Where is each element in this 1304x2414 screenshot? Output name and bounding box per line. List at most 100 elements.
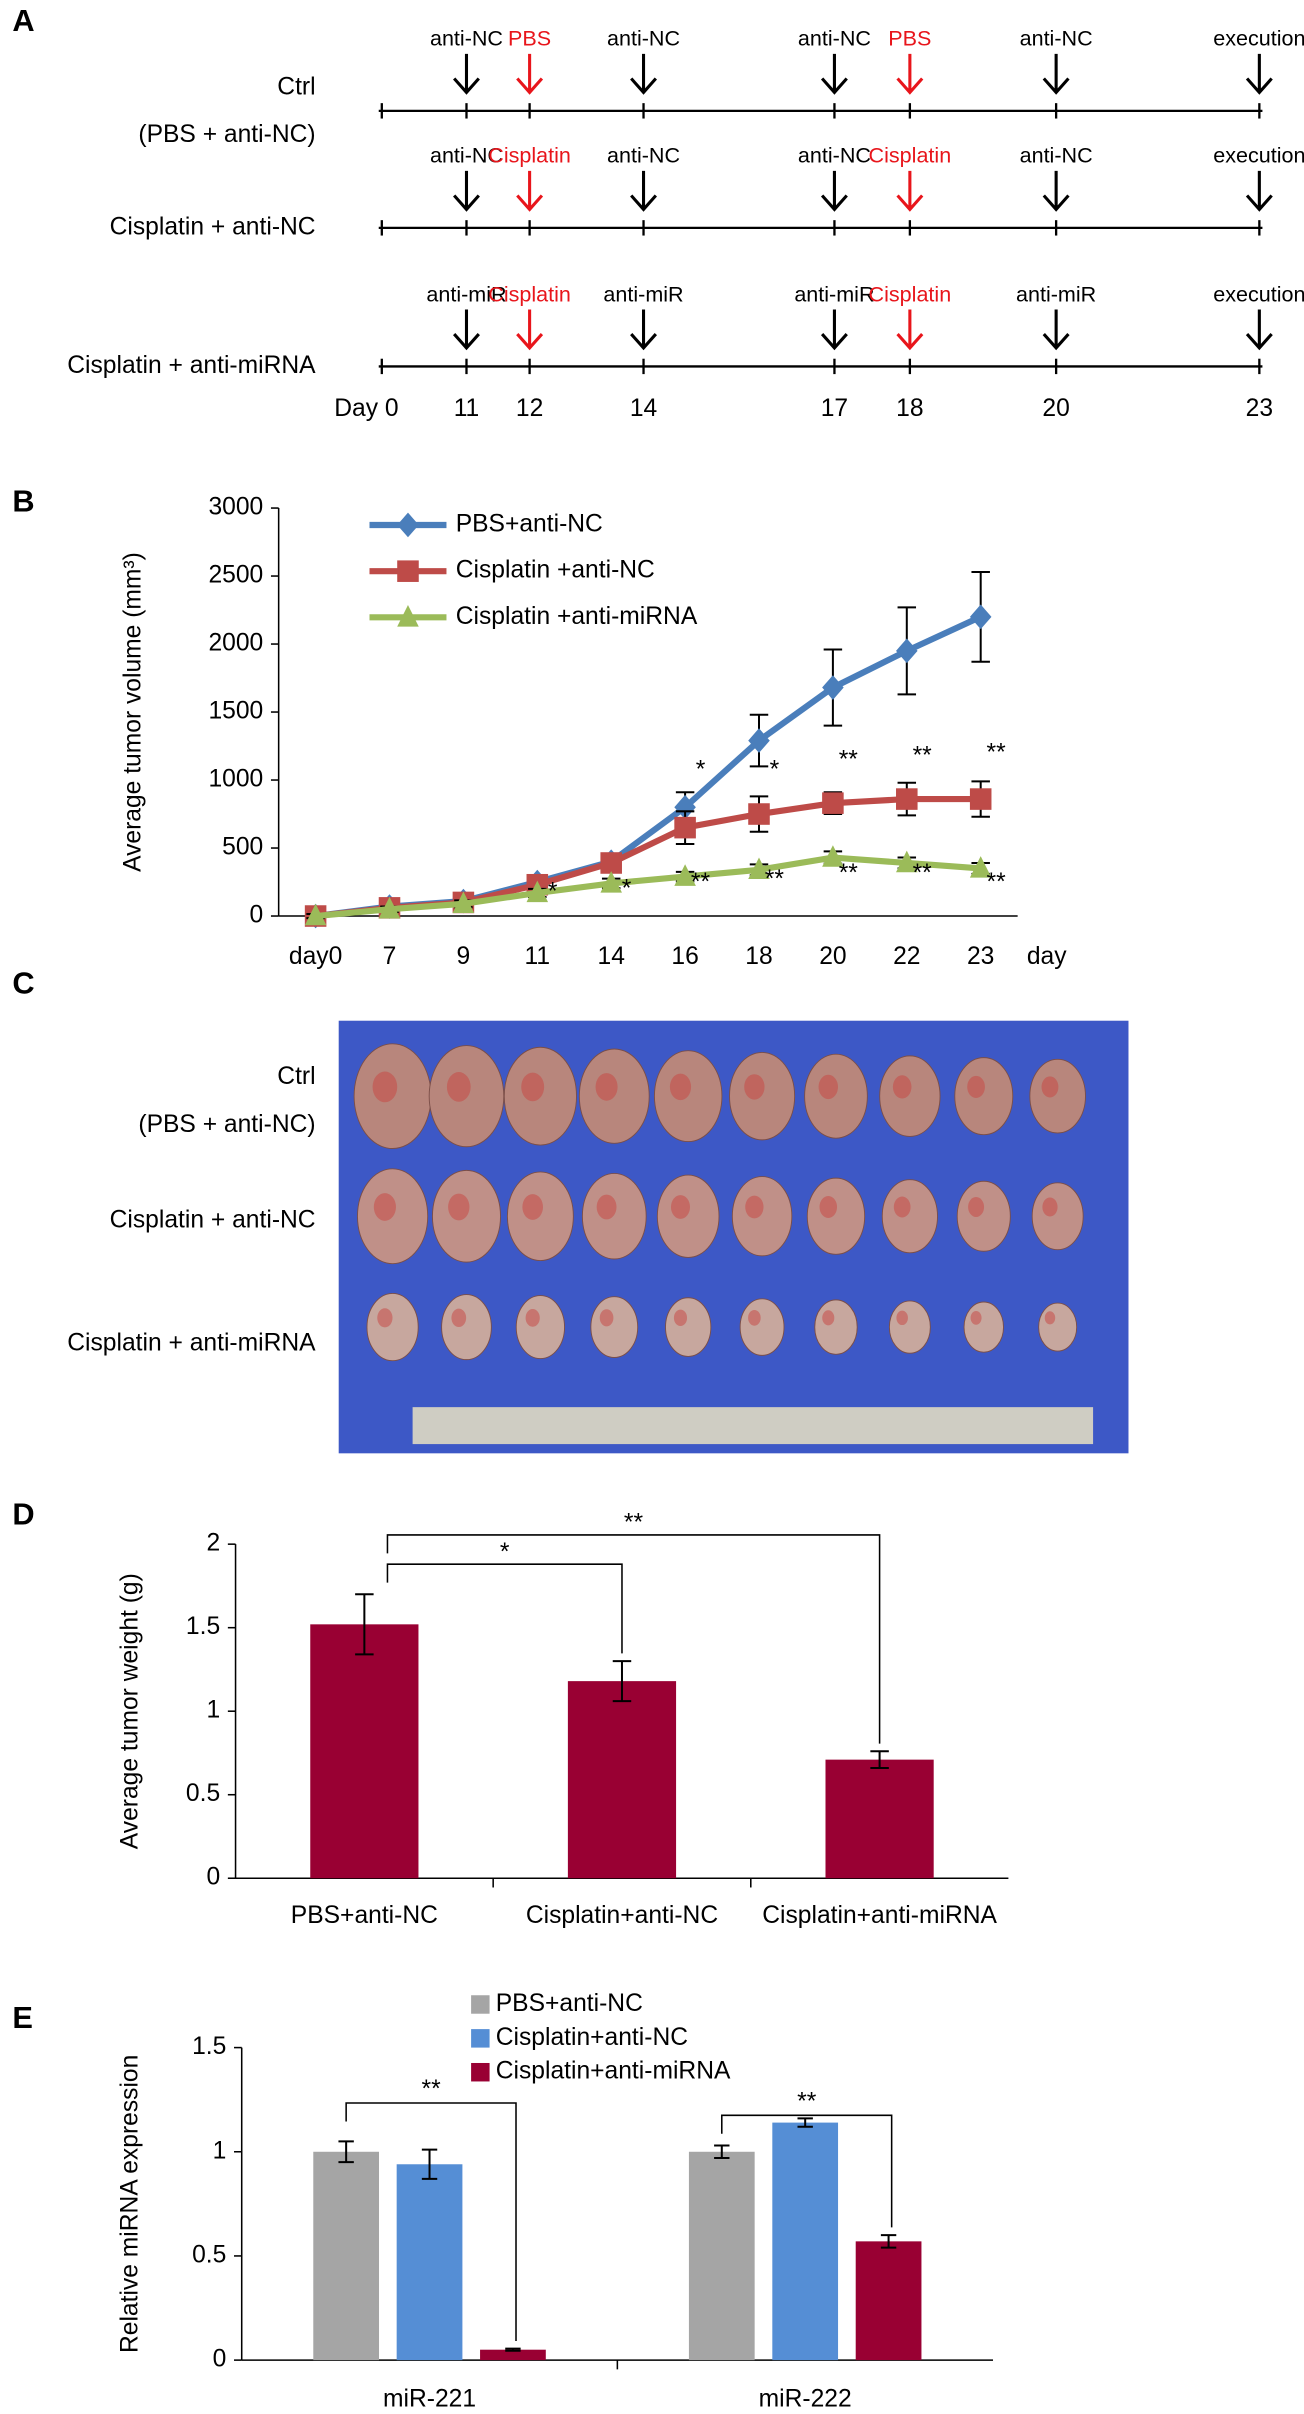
tumor — [888, 1300, 931, 1354]
marker — [748, 803, 770, 825]
panel-label: D — [12, 1497, 34, 1532]
y-tick-label: 0 — [250, 902, 264, 929]
marker — [748, 728, 770, 753]
x-tick-label: 7 — [383, 943, 397, 970]
y-tick-label: 1000 — [208, 766, 263, 793]
annotation: * — [622, 876, 632, 903]
significance-label: ** — [797, 2089, 817, 2116]
x-tick-label: 18 — [745, 943, 772, 970]
day-label: 14 — [630, 395, 657, 422]
panel-label: C — [12, 965, 34, 1000]
x-tick-label: 20 — [819, 943, 846, 970]
event-label: PBS — [508, 26, 551, 51]
marker — [600, 871, 622, 893]
x-tick-label: PBS+anti-NC — [291, 1902, 438, 1929]
event-label: anti-NC — [798, 26, 871, 51]
marker — [969, 788, 992, 810]
series-line — [315, 854, 981, 920]
day-label: 23 — [1246, 395, 1273, 422]
tumor — [729, 1051, 796, 1141]
tumor-spot — [893, 1196, 911, 1218]
significance-bracket — [386, 1534, 881, 1744]
tumor — [731, 1176, 793, 1257]
tumor — [954, 1057, 1014, 1136]
y-tick-label: 0.5 — [192, 2241, 226, 2268]
event-arrow — [820, 53, 848, 95]
event-arrow — [1042, 53, 1070, 95]
legend-swatch — [471, 1995, 490, 2014]
x-tick-label: miR-222 — [759, 2386, 852, 2413]
day-label: 17 — [821, 395, 848, 422]
annotation: ** — [765, 866, 785, 893]
significance-label: ** — [421, 2076, 441, 2103]
legend-swatch — [471, 2062, 490, 2082]
panel-label: B — [12, 484, 34, 519]
tumor-spot — [373, 1193, 396, 1221]
annotation: ** — [987, 869, 1007, 896]
tumor-spot — [822, 1310, 835, 1326]
event-label: anti-NC — [607, 26, 680, 51]
tumor — [581, 1173, 647, 1260]
bar — [825, 1759, 934, 1879]
event-label: anti-NC — [607, 143, 680, 168]
marker — [896, 850, 918, 873]
y-axis-label: Average tumor weight (g) — [116, 1573, 143, 1849]
significance-label: ** — [624, 1510, 644, 1537]
photo-row-label: (PBS + anti-NC) — [138, 1111, 315, 1138]
y-tick-label: 1 — [213, 2137, 227, 2164]
y-tick-label: 0 — [213, 2346, 227, 2373]
event-label: anti-NC — [1020, 143, 1093, 168]
photo-row-label: Cisplatin + anti-NC — [110, 1206, 316, 1233]
y-tick-label: 2000 — [208, 630, 263, 657]
event-arrow — [896, 170, 924, 212]
panel-label: A — [12, 3, 34, 38]
marker — [822, 792, 844, 814]
event-arrow — [516, 170, 544, 212]
tumor-spot — [595, 1073, 618, 1101]
error-bar — [421, 2148, 438, 2180]
significance-bracket — [345, 2102, 517, 2341]
event-label: anti-NC — [430, 143, 503, 168]
tumor-spot — [1044, 1311, 1056, 1325]
annotation: ** — [839, 860, 859, 887]
error-bar — [505, 2347, 521, 2352]
tumor — [665, 1297, 712, 1357]
tumor-spot — [967, 1075, 985, 1099]
significance-bracket — [386, 1563, 623, 1654]
tumor-spot — [1041, 1076, 1059, 1098]
tumor-spot — [744, 1074, 765, 1100]
day-label: 11 — [454, 395, 480, 422]
bar — [313, 2151, 380, 2361]
legend-marker — [397, 560, 419, 582]
error-bar — [870, 1750, 889, 1769]
x-tick-label: 22 — [893, 943, 920, 970]
tumor — [963, 1301, 1004, 1353]
event-label: execution — [1213, 143, 1304, 168]
bar — [480, 2349, 546, 2361]
photo-row-label: Cisplatin + anti-miRNA — [67, 1330, 316, 1357]
bar — [567, 1681, 677, 1879]
legend-label: Cisplatin+anti-NC — [496, 2024, 688, 2051]
x-tick-label: day0 — [289, 943, 342, 970]
tumor-spot — [525, 1308, 540, 1327]
tumor — [1029, 1058, 1086, 1134]
error-bar — [797, 2117, 813, 2128]
x-tick-label: 9 — [457, 943, 471, 970]
event-label: Cisplatin — [869, 281, 952, 306]
event-arrow — [1245, 170, 1273, 212]
marker — [674, 864, 696, 886]
y-tick-label: 0 — [206, 1864, 220, 1891]
tumor-spot — [745, 1195, 764, 1219]
annotation: * — [548, 878, 558, 905]
annotation: ** — [987, 740, 1007, 767]
error-bar — [355, 1593, 374, 1656]
tumor — [366, 1292, 419, 1362]
event-arrow — [896, 53, 924, 95]
tumor-spot — [748, 1309, 761, 1326]
y-axis-label: Average tumor volume (mm³) — [119, 552, 146, 872]
error-bar — [880, 2234, 897, 2249]
error-bar — [338, 2140, 354, 2164]
tumor — [656, 1174, 720, 1258]
tumor-spot — [599, 1309, 614, 1327]
